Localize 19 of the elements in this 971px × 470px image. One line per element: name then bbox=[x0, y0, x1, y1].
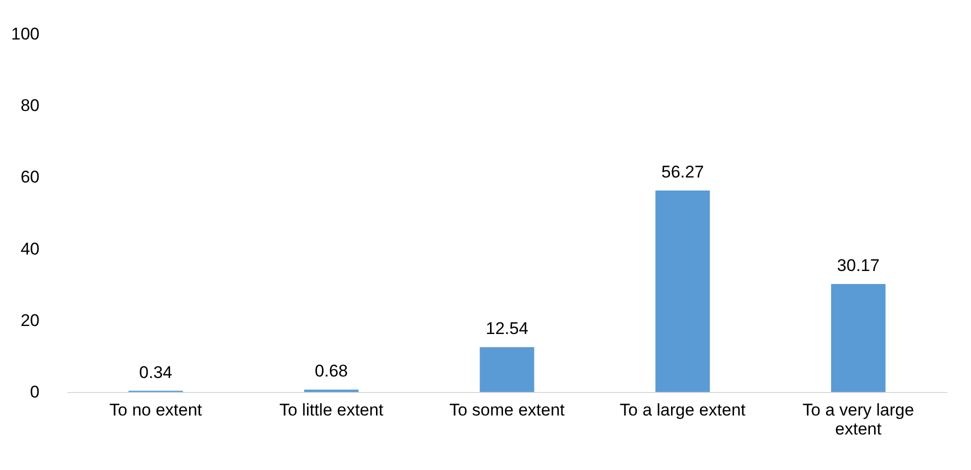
y-tick-label: 60 bbox=[20, 168, 40, 187]
data-label: 30.17 bbox=[837, 256, 880, 275]
data-label: 0.34 bbox=[139, 362, 172, 382]
x-tick-label: To little extent bbox=[279, 400, 384, 420]
y-tick-label: 0 bbox=[30, 382, 40, 402]
x-tick-label: To a very large extent bbox=[802, 400, 914, 438]
y-tick-label: 100 bbox=[11, 24, 40, 44]
bar bbox=[831, 284, 886, 392]
x-tick-label: To a large extent bbox=[620, 400, 746, 420]
x-tick-label: To some extent bbox=[449, 400, 565, 420]
y-tick-label: 20 bbox=[20, 310, 40, 330]
y-tick-label: 40 bbox=[20, 239, 40, 258]
x-tick-label: To no extent bbox=[109, 400, 202, 420]
bar bbox=[480, 347, 534, 392]
bar bbox=[655, 190, 710, 392]
data-label: 56.27 bbox=[661, 162, 704, 182]
y-tick-label: 80 bbox=[20, 96, 40, 116]
data-label: 12.54 bbox=[486, 319, 528, 338]
data-label: 0.68 bbox=[314, 362, 348, 381]
